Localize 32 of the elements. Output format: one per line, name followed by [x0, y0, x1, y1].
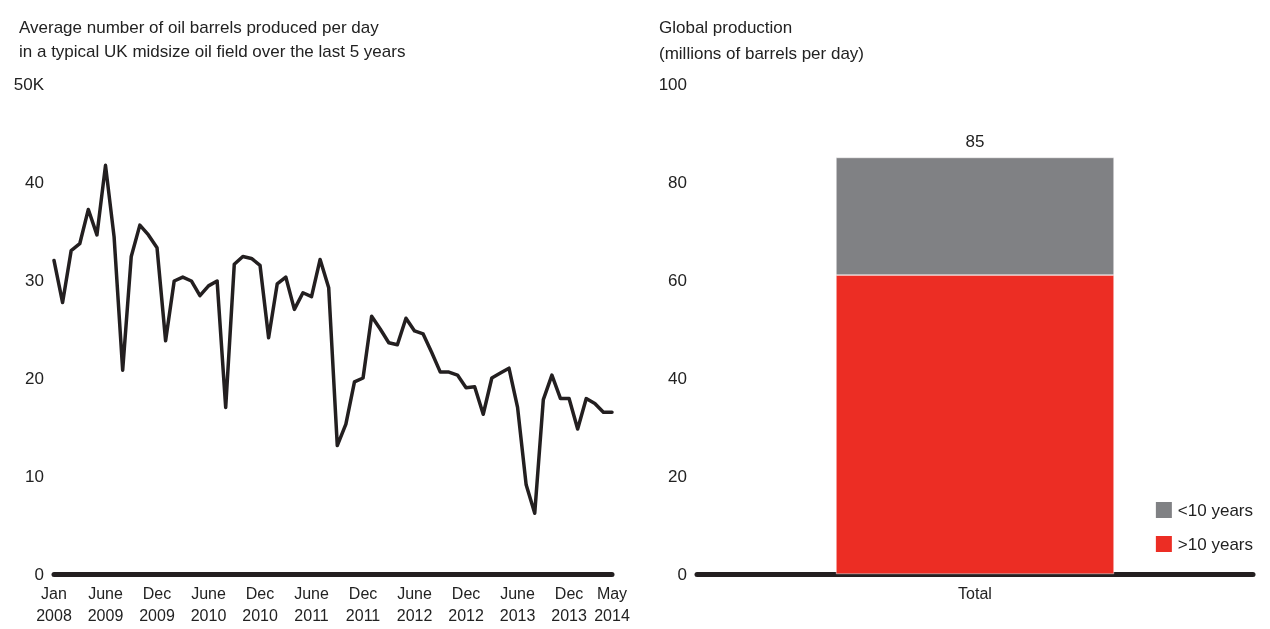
x-tick-label: June 2010	[190, 584, 227, 624]
y-tick-label: 20	[668, 466, 687, 486]
y-tick-label: 80	[668, 172, 687, 192]
x-tick-label: May 2014	[594, 584, 630, 624]
y-tick-label: 10	[25, 466, 44, 486]
legend-label: >10 years	[1177, 534, 1254, 554]
y-tick-label: 0	[677, 564, 687, 584]
x-tick-label: Dec 2011	[345, 584, 381, 624]
chart-title: Global production	[659, 17, 793, 37]
chart-title: Average number of oil barrels produced per day in a typical UK midsize oil field over the last 5 years	[19, 17, 406, 61]
x-tick-label: Dec 2010	[242, 584, 278, 624]
x-tick-label: Dec 2009	[139, 584, 175, 624]
x-tick-label: June 2009	[87, 584, 124, 624]
x-tick-label: Dec 2012	[448, 584, 484, 624]
legend-label: <10 years	[1177, 500, 1254, 520]
chart-subtitle: (millions of barrels per day)	[659, 44, 865, 63]
x-tick-label: Total	[958, 584, 992, 602]
x-tick-label: Dec 2013	[551, 584, 587, 624]
y-tick-label: 40	[668, 368, 687, 388]
x-tick-label: June 2012	[396, 584, 433, 624]
x-tick-label: June 2011	[294, 584, 329, 624]
x-tick-label: Jan 2008	[36, 584, 72, 624]
total-label: 85	[965, 131, 985, 151]
y-tick-label: 40	[25, 172, 44, 192]
y-tick-label: 60	[668, 270, 687, 290]
y-tick-label: 30	[25, 270, 44, 290]
y-tick-label: 20	[25, 368, 44, 388]
line-series	[52, 163, 614, 515]
y-tick-label: 50K	[13, 74, 45, 94]
x-tick-label: June 2013	[499, 584, 536, 624]
y-tick-label: 0	[34, 564, 44, 584]
y-tick-label: 100	[658, 74, 687, 94]
